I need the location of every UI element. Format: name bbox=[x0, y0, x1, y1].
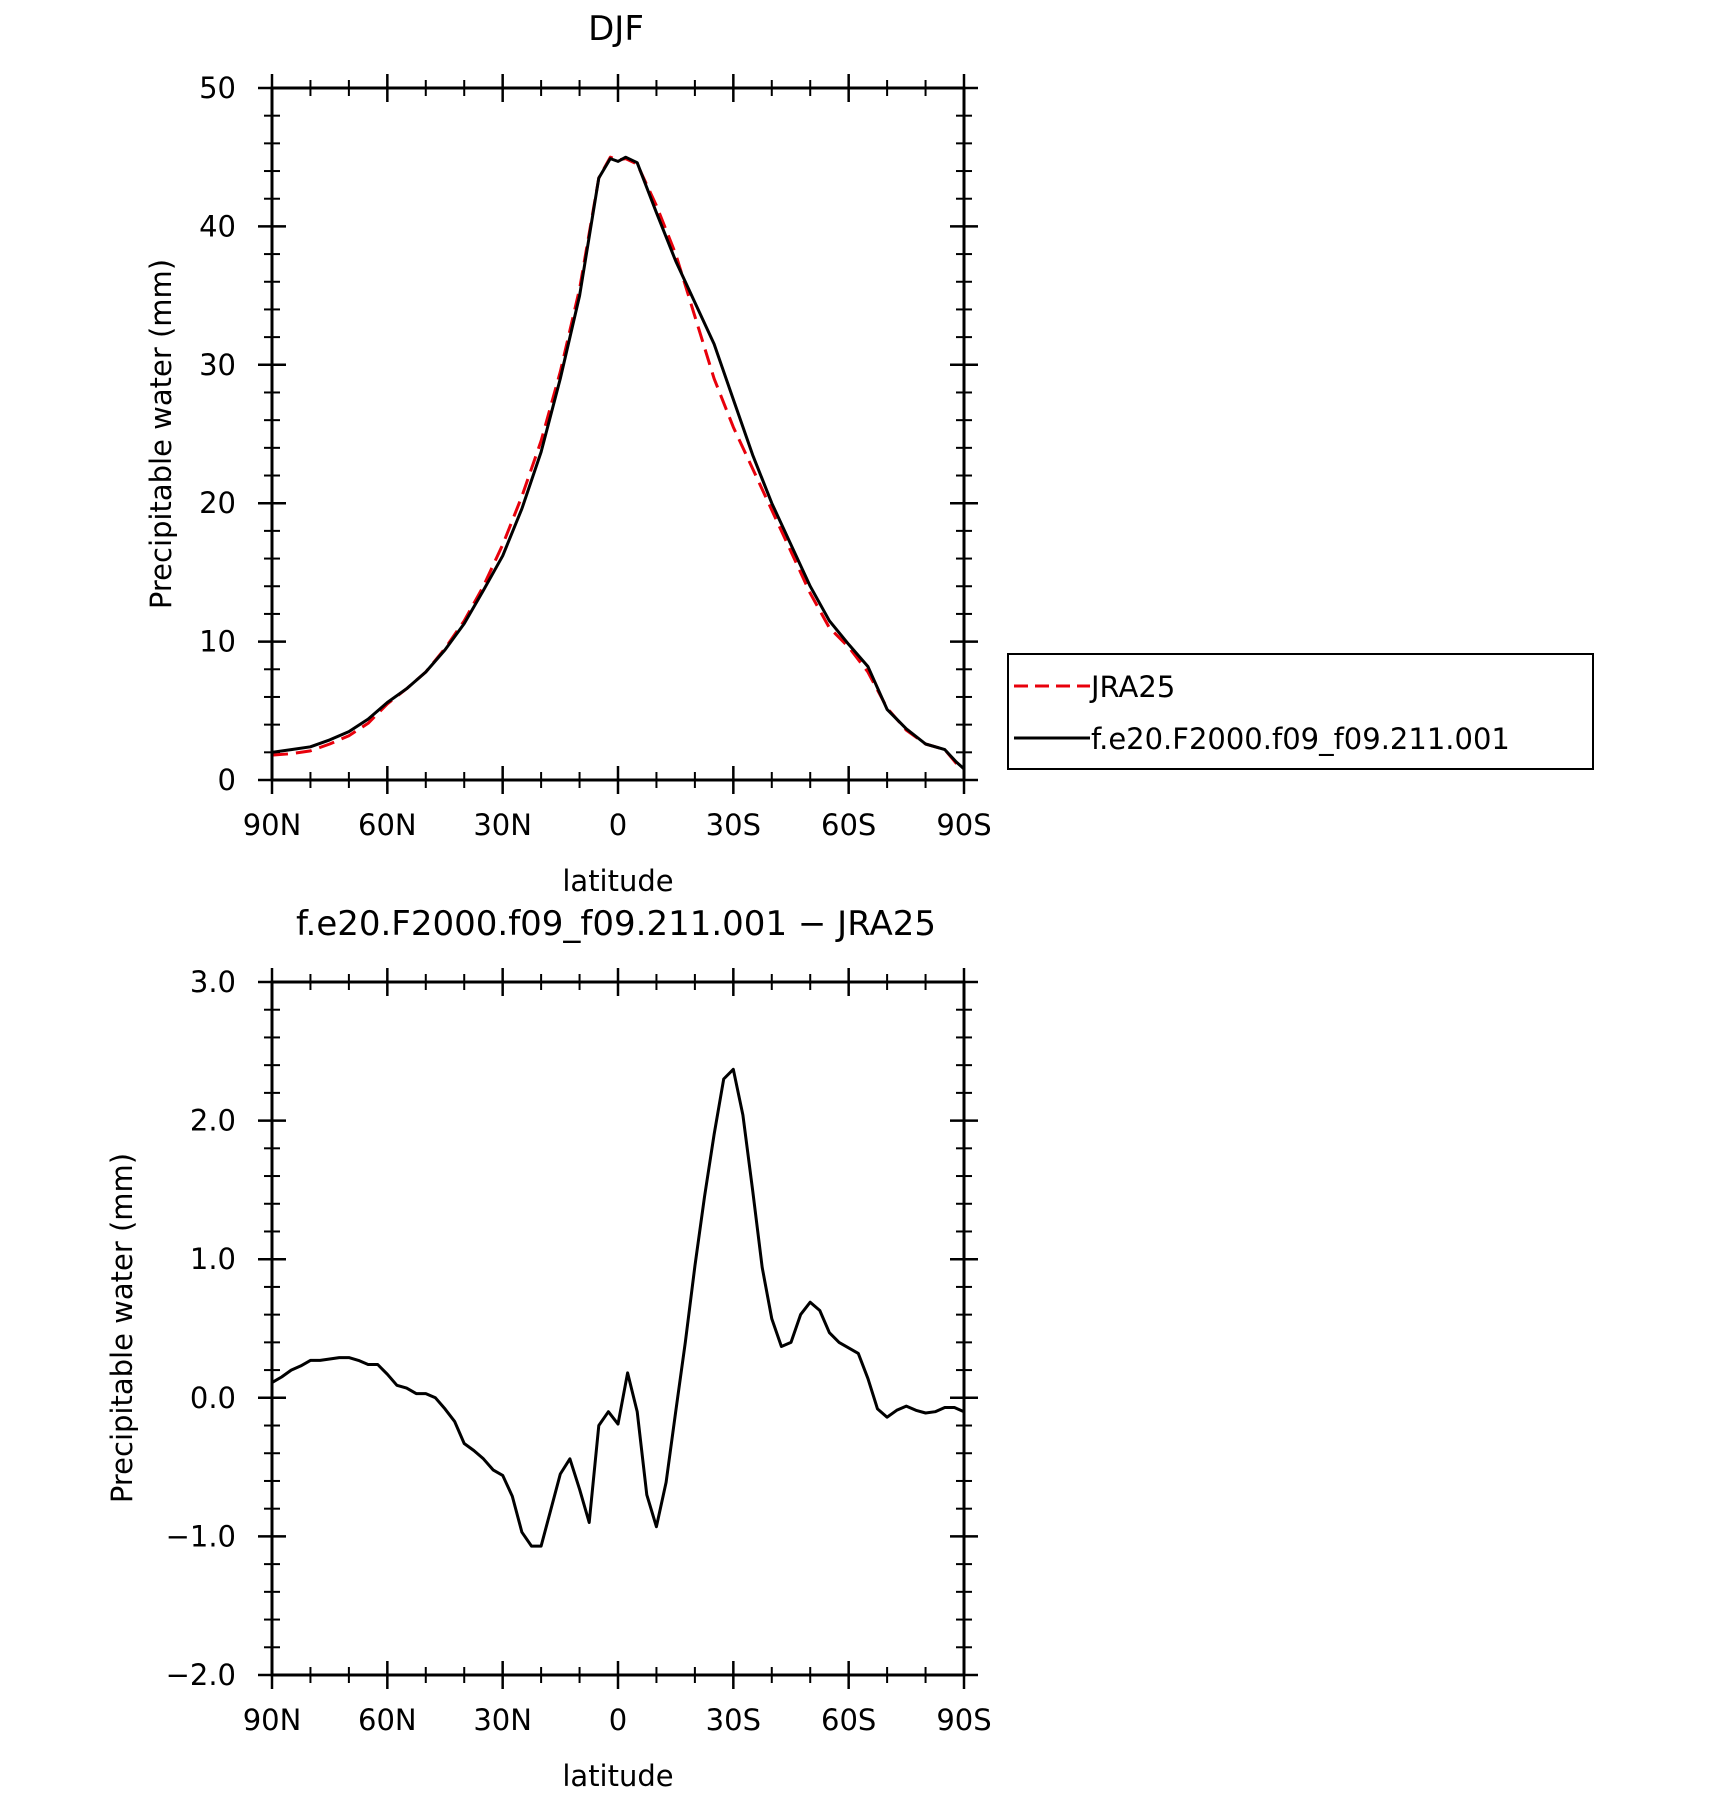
legend: JRA25 f.e20.F2000.f09_f09.211.001 bbox=[1007, 653, 1594, 770]
bottom-axis-ticks bbox=[258, 968, 978, 1689]
bottom-panel: f.e20.F2000.f09_f09.211.001 − JRA25 90N 6… bbox=[105, 904, 992, 1793]
top-y-axis-label: Precipitable water (mm) bbox=[144, 259, 178, 609]
legend-label-model: f.e20.F2000.f09_f09.211.001 bbox=[1091, 722, 1510, 756]
series-line-0 bbox=[271, 155, 965, 771]
y-tick-label: −1.0 bbox=[166, 1519, 236, 1553]
x-tick-label: 60S bbox=[821, 808, 876, 842]
top-y-tick-labels: 0 10 20 30 40 50 bbox=[199, 71, 236, 797]
x-tick-label: 30S bbox=[706, 1703, 761, 1737]
bottom-chart-title: f.e20.F2000.f09_f09.211.001 − JRA25 bbox=[296, 904, 936, 944]
y-tick-label: 30 bbox=[199, 348, 236, 382]
top-chart-title: DJF bbox=[588, 9, 644, 49]
x-tick-label: 30N bbox=[473, 1703, 532, 1737]
x-tick-label: 60N bbox=[358, 808, 417, 842]
top-plot-frame bbox=[270, 86, 966, 782]
bottom-series-lines bbox=[271, 1067, 965, 1548]
y-tick-label: 0 bbox=[218, 763, 236, 797]
y-tick-label: 10 bbox=[199, 625, 236, 659]
bottom-x-axis-label: latitude bbox=[562, 1759, 673, 1793]
x-tick-label: 60S bbox=[821, 1703, 876, 1737]
legend-box bbox=[1007, 653, 1594, 770]
legend-label-jra25: JRA25 bbox=[1089, 670, 1175, 704]
y-tick-label: 20 bbox=[199, 486, 236, 520]
y-tick-label: 2.0 bbox=[190, 1104, 236, 1138]
x-tick-label: 0 bbox=[609, 808, 627, 842]
y-tick-label: 40 bbox=[199, 209, 236, 243]
bottom-x-tick-labels: 90N 60N 30N 0 30S 60S 90S bbox=[243, 1703, 992, 1737]
top-x-tick-labels: 90N 60N 30N 0 30S 60S 90S bbox=[243, 808, 992, 842]
bottom-y-tick-labels: −2.0 −1.0 0.0 1.0 2.0 3.0 bbox=[166, 965, 236, 1692]
y-tick-label: 1.0 bbox=[190, 1242, 236, 1276]
x-tick-label: 90N bbox=[243, 808, 302, 842]
bottom-y-axis-label: Precipitable water (mm) bbox=[105, 1153, 139, 1503]
x-tick-label: 90S bbox=[936, 808, 991, 842]
x-tick-label: 90S bbox=[936, 1703, 991, 1737]
top-axis-ticks bbox=[258, 74, 978, 794]
series-line-1 bbox=[271, 155, 966, 771]
top-x-axis-label: latitude bbox=[562, 864, 673, 898]
top-panel: DJF 90N 60N 30N 0 30S 60S 90S 0 10 20 30 40 50 lati… bbox=[144, 9, 992, 898]
x-tick-label: 60N bbox=[358, 1703, 417, 1737]
x-tick-label: 0 bbox=[609, 1703, 627, 1737]
series-line-0 bbox=[271, 1067, 965, 1548]
y-tick-label: 0.0 bbox=[190, 1381, 236, 1415]
x-tick-label: 30N bbox=[473, 808, 532, 842]
x-tick-label: 90N bbox=[243, 1703, 302, 1737]
top-series-lines bbox=[271, 155, 966, 771]
y-tick-label: 3.0 bbox=[190, 965, 236, 999]
bottom-plot-frame bbox=[270, 980, 966, 1677]
y-tick-label: 50 bbox=[199, 71, 236, 105]
x-tick-label: 30S bbox=[706, 808, 761, 842]
y-tick-label: −2.0 bbox=[166, 1658, 236, 1692]
